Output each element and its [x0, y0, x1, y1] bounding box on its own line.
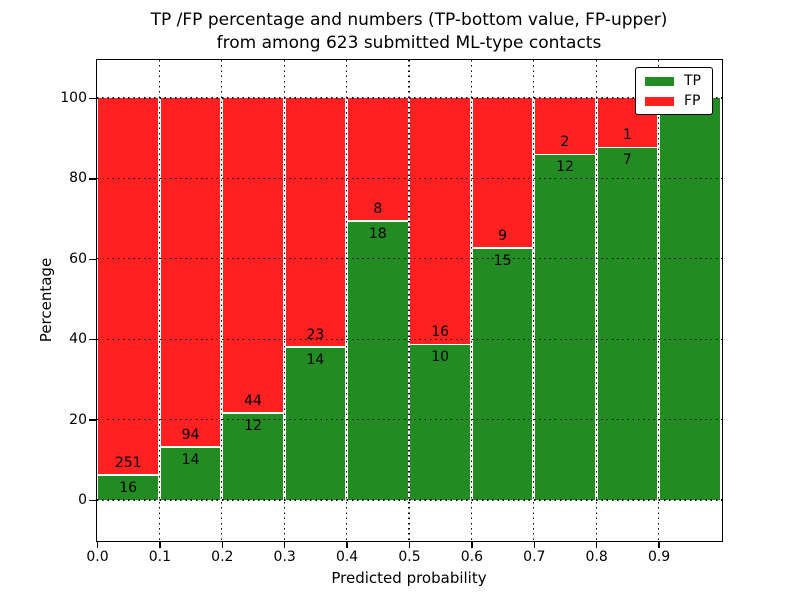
y-tick-mark: [89, 258, 96, 260]
plot-area: 2511694144412231481816109152121757 TP FP: [96, 59, 723, 542]
x-tick-label: 0.7: [523, 549, 546, 565]
tp-count-label: 12: [556, 159, 574, 176]
tp-bar-segment: [410, 345, 470, 500]
fp-count-label: 9: [498, 227, 508, 244]
chart-title: TP /FP percentage and numbers (TP-bottom…: [151, 9, 668, 55]
x-tick-label: 0.6: [460, 549, 484, 565]
x-gridline: [283, 60, 285, 541]
chart-title-line2: from among 623 submitted ML-type contact…: [216, 33, 602, 53]
fp-bar-segment: [535, 98, 595, 154]
chart-title-line1: TP /FP percentage and numbers (TP-bottom…: [150, 10, 668, 30]
y-tick-label: 100: [60, 90, 87, 106]
fp-count-label: 251: [114, 454, 142, 471]
fp-bar-segment: [98, 98, 158, 475]
x-tick-label: 0.0: [86, 549, 109, 565]
legend-label-fp: FP: [684, 93, 701, 109]
tp-legend-swatch-icon: [645, 76, 674, 86]
x-gridline: [595, 60, 597, 541]
y-tick-mark: [89, 178, 96, 180]
legend-label-tp: TP: [684, 73, 701, 89]
x-gridline: [408, 60, 410, 541]
tp-count-label: 7: [622, 152, 632, 169]
x-tick-label: 0.9: [647, 549, 671, 565]
y-tick-label: 60: [69, 250, 87, 267]
x-tick-mark: [346, 541, 348, 548]
fp-count-label: 16: [431, 324, 450, 341]
fp-count-label: 8: [373, 200, 383, 217]
y-tick-label: 20: [69, 411, 87, 428]
x-axis-label: Predicted probability: [331, 569, 487, 587]
x-tick-mark: [658, 541, 660, 548]
legend-entry-fp: FP: [645, 94, 701, 108]
x-gridline: [470, 60, 473, 541]
tp-bar-segment: [348, 221, 408, 500]
y-tick-mark: [89, 97, 96, 100]
tp-bar-segment: [98, 475, 158, 500]
x-tick-mark: [159, 541, 161, 548]
x-tick-mark: [96, 541, 99, 548]
x-tick-label: 0.3: [273, 549, 296, 565]
tp-bar-segment: [472, 248, 533, 500]
y-tick-mark: [89, 499, 96, 502]
y-tick-mark: [89, 419, 96, 421]
tp-bar-segment: [223, 413, 283, 500]
fp-bar-segment: [348, 98, 408, 221]
x-tick-label: 0.4: [335, 549, 359, 565]
tp-count-label: 10: [431, 349, 450, 366]
legend-entry-tp: TP: [645, 74, 701, 88]
tp-bar-segment: [160, 447, 221, 500]
tp-count-label: 14: [306, 351, 325, 368]
x-gridline: [533, 60, 535, 541]
y-tick-label: 40: [69, 331, 87, 348]
fp-bar-segment: [472, 98, 533, 248]
tp-bar-segment: [660, 98, 720, 500]
fp-count-label: 94: [181, 426, 200, 443]
fp-bar-segment: [410, 98, 470, 344]
legend: TP FP: [635, 67, 713, 115]
tp-count-label: 16: [119, 479, 138, 496]
x-tick-label: 0.2: [211, 549, 234, 565]
x-tick-mark: [596, 541, 598, 548]
x-tick-label: 0.8: [585, 549, 608, 565]
y-tick-label: 0: [78, 492, 87, 508]
fp-legend-swatch-icon: [645, 96, 674, 106]
x-tick-mark: [284, 541, 286, 548]
x-gridline: [345, 60, 348, 541]
fp-count-label: 1: [622, 127, 632, 144]
x-tick-label: 0.5: [398, 549, 421, 565]
x-gridline: [221, 60, 223, 541]
fp-bar-segment: [223, 98, 283, 413]
y-tick-label: 80: [69, 170, 87, 187]
y-tick-mark: [89, 339, 96, 341]
x-tick-mark: [471, 541, 473, 548]
x-tick-mark: [533, 541, 535, 548]
tp-bar-segment: [535, 155, 595, 500]
x-tick-mark: [408, 541, 411, 548]
x-gridline: [657, 60, 660, 541]
fp-count-label: 23: [306, 326, 325, 343]
x-tick-mark: [221, 541, 223, 548]
tp-bar-segment: [285, 347, 346, 500]
tp-bar-segment: [597, 148, 658, 500]
tp-count-label: 15: [493, 252, 512, 269]
fp-count-label: 2: [560, 134, 570, 151]
tp-count-label: 18: [368, 225, 387, 242]
x-tick-label: 0.1: [148, 549, 172, 565]
fp-bar-segment: [285, 98, 346, 347]
fp-count-label: 44: [244, 392, 262, 409]
fp-bar-segment: [160, 98, 221, 447]
tp-count-label: 12: [244, 417, 262, 434]
tp-count-label: 14: [181, 451, 200, 468]
x-gridline: [158, 60, 161, 541]
